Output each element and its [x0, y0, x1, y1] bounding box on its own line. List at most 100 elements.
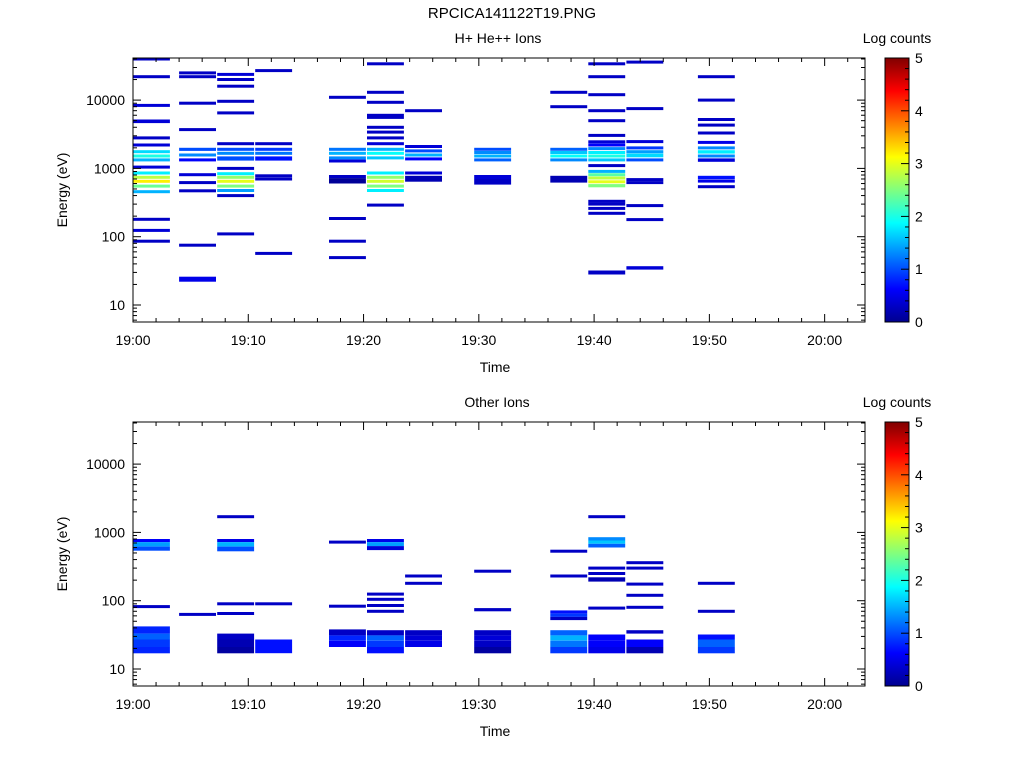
spectrogram-cell [697, 75, 735, 79]
spectrogram-cell [474, 151, 512, 154]
spectrogram-cell [133, 158, 170, 162]
spectrogram-cell [697, 185, 735, 189]
spectrogram-cell [588, 158, 626, 162]
spectrogram-cell [367, 156, 404, 160]
spectrogram-cell [133, 143, 170, 147]
figure-title: RPCICA141122T19.PNG [427, 5, 597, 22]
spectrogram-cell [588, 75, 626, 79]
spectrogram-cell [133, 165, 170, 169]
spectrogram-cell [405, 630, 442, 636]
spectrogram-cell [367, 100, 404, 104]
spectrogram-cell [217, 189, 255, 192]
spectrogram-cell [367, 90, 404, 94]
colorbar-tick-label: 3 [915, 156, 923, 172]
spectrogram-cell [550, 549, 588, 553]
spectrogram-cell [474, 147, 512, 151]
spectrogram-cell [626, 181, 664, 185]
spectrogram-cell [588, 202, 626, 206]
spectrogram-cell [217, 179, 255, 183]
spectrogram-cell [217, 647, 255, 654]
spectrogram-cell [217, 515, 255, 519]
spectrogram-cell [588, 173, 626, 177]
spectrogram-cell [697, 179, 735, 183]
spectrogram-cell [550, 635, 588, 641]
spectrogram-cell [133, 154, 170, 158]
spectrogram-cell [367, 539, 404, 543]
spectrogram-cell [626, 150, 664, 154]
colorbar [884, 57, 910, 323]
panel-other-ions: Other Ions 19:00 19:10 19:20 19:30 19:40 19:5… [54, 394, 931, 739]
spectrogram-cell [626, 639, 664, 647]
spectrogram-cell [697, 634, 735, 640]
spectrogram-cell [697, 150, 735, 154]
spectrogram-cell [626, 158, 664, 162]
panel-title: H+ He++ Ions [455, 30, 542, 46]
spectrogram-cell [697, 140, 735, 144]
spectrogram-cell [588, 543, 626, 548]
spectrogram-cell [217, 184, 255, 188]
spectrogram-cell [474, 179, 512, 185]
spectrogram-cell [367, 546, 404, 551]
spectrogram-cell [329, 640, 366, 647]
x-tick-label: 19:20 [346, 696, 381, 712]
spectrogram-cell [588, 169, 626, 173]
spectrogram-cell [217, 142, 255, 146]
spectrogram-cell [588, 109, 626, 113]
spectrogram-cell [367, 184, 404, 188]
spectrogram-cell [329, 604, 366, 608]
spectrogram-cells [133, 57, 735, 282]
spectrogram-cell [588, 154, 626, 158]
spectrogram-cell [217, 546, 255, 552]
spectrogram-cell [217, 542, 255, 547]
colorbar-tick-label: 0 [915, 678, 923, 694]
colorbar-label: Log counts [863, 394, 932, 410]
spectrogram-cell [133, 539, 170, 543]
spectrogram-cell [626, 593, 664, 597]
spectrogram-cell [588, 93, 626, 97]
spectrogram-cell [133, 136, 170, 140]
spectrogram-cell [133, 626, 170, 634]
spectrogram-cell [588, 540, 626, 544]
spectrogram-cell [588, 62, 626, 66]
panel-title: Other Ions [464, 394, 529, 410]
spectrogram-cell [217, 111, 255, 115]
spectrogram-cell [255, 69, 293, 73]
spectrogram-cell [550, 640, 588, 647]
spectrogram-cell [329, 95, 366, 99]
spectrogram-cell [405, 640, 442, 647]
spectrogram-cell [367, 604, 404, 607]
spectrogram-cell [217, 639, 255, 647]
spectrogram-cell [179, 189, 216, 193]
spectrogram-cell [588, 634, 626, 641]
colorbar-tick-label: 4 [915, 467, 923, 483]
spectrogram-cell [626, 561, 664, 565]
spectrogram-cell [697, 123, 735, 127]
spectrogram-cell [133, 175, 170, 179]
spectrogram-cell [367, 113, 404, 119]
spectrogram-cell [367, 635, 404, 641]
spectrogram-cell [697, 154, 735, 158]
spectrogram-cell [550, 154, 588, 158]
spectrogram-cell [588, 176, 626, 180]
y-tick-label: 10 [109, 661, 125, 677]
colorbar-tick-label: 1 [915, 625, 923, 641]
x-tick-label: 19:40 [577, 332, 612, 348]
spectrogram-cell [217, 147, 255, 151]
spectrogram-cell [588, 133, 626, 137]
spectrogram-cell [133, 605, 170, 609]
x-axis-label: Time [480, 359, 511, 375]
spectrogram-cell [588, 180, 626, 184]
spectrogram-cell [405, 145, 442, 148]
spectrogram-cell [697, 158, 735, 162]
spectrogram-cell [255, 174, 293, 178]
spectrogram-cell [588, 206, 626, 210]
spectrogram-cell [217, 175, 255, 179]
spectrogram-cell [255, 639, 293, 654]
spectrogram-cell [697, 118, 735, 121]
plot-axes: 19:00 19:10 19:20 19:30 19:40 19:50 20:00 10 100… [86, 57, 866, 348]
colorbar-tick-label: 2 [915, 572, 923, 588]
plot-frame [132, 57, 866, 323]
spectrogram-cell [133, 542, 170, 547]
panel-h-ions: H+ He++ Ions 19:00 19:10 19:20 19:30 19:40 19… [54, 30, 931, 375]
spectrogram-cell [588, 572, 626, 575]
